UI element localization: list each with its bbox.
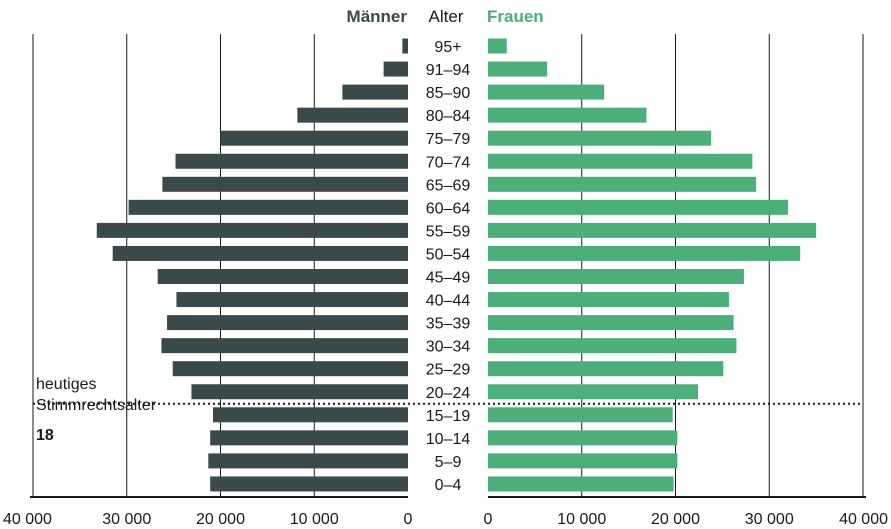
age-label: 35–39 [426, 316, 471, 333]
annotation-line2: Stimmrechtsalter [36, 397, 157, 414]
bar-frauen [488, 153, 753, 169]
x-tick-label: 40 000 [3, 511, 52, 528]
bar-frauen [488, 38, 507, 54]
age-label: 80–84 [426, 108, 471, 125]
bar-frauen [488, 269, 744, 284]
bar-frauen [488, 338, 737, 354]
bar-maenner [297, 107, 408, 123]
bar-frauen [488, 84, 605, 100]
age-label: 5–9 [435, 454, 462, 471]
age-label: 30–34 [426, 339, 471, 356]
bar-maenner [172, 361, 408, 377]
age-label: 85–90 [426, 85, 471, 102]
x-tick-label: 20 000 [196, 511, 245, 528]
bar-frauen [488, 476, 674, 492]
age-label: 40–44 [426, 293, 471, 310]
bar-maenner [157, 269, 408, 284]
x-tick-label: 20 000 [651, 511, 700, 528]
x-tick-label: 10 000 [557, 511, 606, 528]
bar-maenner [210, 476, 408, 492]
legend-maenner: Männer [347, 7, 408, 26]
age-label: 91–94 [426, 62, 471, 79]
bar-maenner [112, 245, 408, 261]
bar-maenner [213, 407, 408, 423]
age-label: 65–69 [426, 177, 471, 194]
bar-frauen [488, 292, 729, 308]
bar-maenner [210, 430, 408, 446]
age-label: 95+ [434, 39, 461, 56]
bar-maenner [220, 130, 408, 146]
header-alter: Alter [429, 7, 464, 26]
age-label: 45–49 [426, 270, 471, 287]
bar-maenner [402, 38, 408, 54]
bar-frauen [488, 176, 757, 192]
bar-frauen [488, 222, 817, 238]
bar-frauen [488, 107, 647, 123]
bar-maenner [383, 61, 408, 77]
x-tick-label: 30 000 [102, 511, 151, 528]
x-tick-label: 40 000 [839, 511, 888, 528]
bar-maenner [167, 315, 408, 331]
bar-maenner [208, 453, 408, 469]
bar-maenner [175, 153, 408, 169]
age-label: 25–29 [426, 362, 471, 379]
x-tick-label: 30 000 [745, 511, 794, 528]
annotation-value: 18 [36, 427, 54, 444]
bar-maenner [161, 338, 408, 354]
age-label: 55–59 [426, 223, 471, 240]
age-label: 75–79 [426, 131, 471, 148]
bar-frauen [488, 407, 673, 423]
annotation-line1: heutiges [36, 376, 97, 393]
x-tick-label: 0 [404, 511, 413, 528]
bar-maenner [162, 176, 408, 192]
x-tick-label: 10 000 [290, 511, 339, 528]
bar-frauen [488, 61, 548, 77]
age-label: 50–54 [426, 246, 471, 263]
bar-frauen [488, 130, 712, 146]
age-label: 70–74 [426, 154, 471, 171]
age-label: 10–14 [426, 431, 471, 448]
age-label: 60–64 [426, 200, 471, 217]
bar-frauen [488, 245, 801, 261]
age-label: 20–24 [426, 385, 471, 402]
legend-frauen: Frauen [487, 7, 544, 26]
age-label: 15–19 [426, 408, 471, 425]
bar-maenner [96, 222, 408, 238]
bar-frauen [488, 453, 678, 469]
age-label: 0–4 [435, 477, 462, 494]
bar-maenner [176, 292, 408, 308]
bar-maenner [342, 84, 408, 100]
bar-frauen [488, 384, 698, 400]
x-tick-label: 0 [484, 511, 493, 528]
bar-frauen [488, 199, 788, 215]
bar-maenner [191, 384, 408, 400]
bar-maenner [128, 199, 408, 215]
bar-frauen [488, 361, 724, 377]
bar-frauen [488, 315, 734, 331]
bar-frauen [488, 430, 678, 446]
